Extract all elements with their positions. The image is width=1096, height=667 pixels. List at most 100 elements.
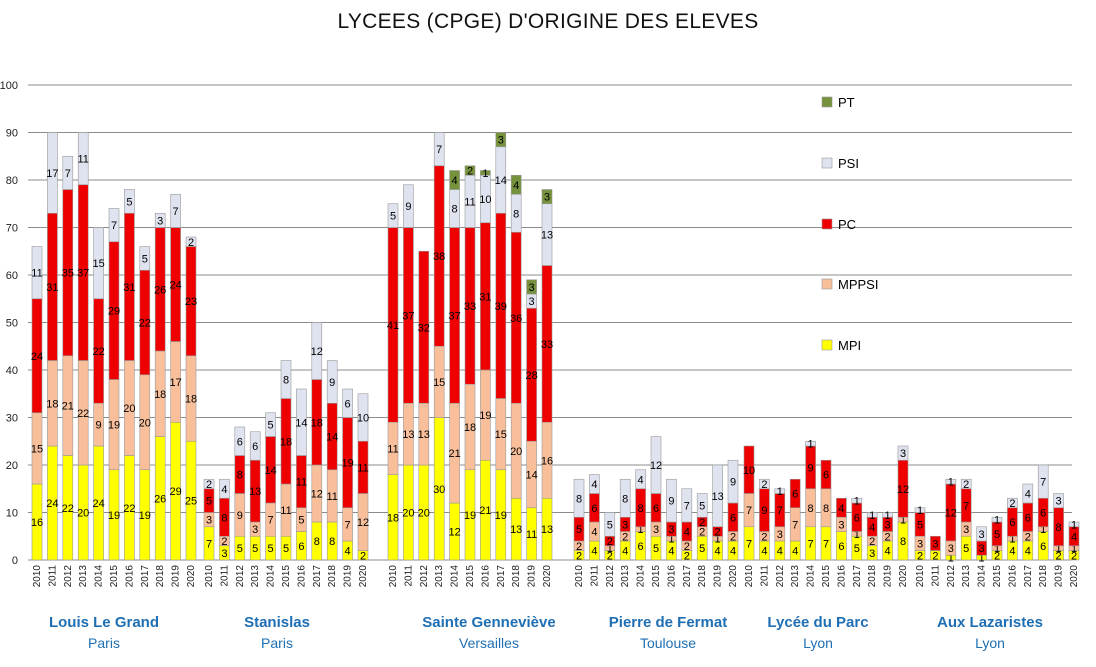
bar-segment-pt	[526, 279, 537, 295]
data-label: 3	[529, 296, 535, 308]
data-label: 6	[298, 541, 304, 553]
data-label: 7	[65, 168, 71, 180]
data-label: 31	[46, 282, 58, 294]
data-label: 12	[650, 460, 662, 472]
data-label: 5	[699, 500, 705, 512]
data-label: 22	[139, 318, 151, 330]
data-label: 4	[591, 527, 597, 539]
data-label: 21	[448, 448, 460, 460]
group-label: Louis Le Grand Paris	[19, 614, 189, 651]
x-tick-label: 2012	[235, 565, 246, 588]
x-tick-label: 2020	[1069, 565, 1080, 588]
x-tick-label: 2019	[713, 565, 724, 588]
x-tick-label: 2014	[266, 565, 277, 588]
bar-segment-pt	[480, 170, 491, 176]
data-label: 5	[854, 543, 860, 555]
x-tick-label: 2012	[419, 565, 430, 588]
legend-swatch-pc	[821, 218, 833, 230]
y-tick-label: 100	[0, 80, 18, 92]
school-name: Lycée du Parc	[767, 614, 869, 631]
bar-segment-psi	[1037, 464, 1049, 499]
data-label: 24	[92, 498, 104, 510]
x-tick-label: 2013	[961, 565, 972, 588]
data-label: 2	[622, 531, 628, 543]
data-label: 2	[1009, 498, 1015, 510]
group-label: Sainte Genneviève Versailles	[404, 614, 574, 651]
data-label: 15	[31, 443, 43, 455]
data-label: 3	[544, 192, 550, 204]
bar-segment-psi	[265, 412, 276, 437]
data-label: 1	[994, 543, 1000, 555]
x-tick-label: 2016	[480, 565, 491, 588]
data-label: 18	[464, 422, 476, 434]
data-label: 7	[746, 538, 752, 550]
data-label: 4	[622, 546, 628, 558]
school-city: Lyon	[975, 635, 1005, 651]
data-label: 18	[311, 417, 323, 429]
data-label: 8	[221, 512, 227, 524]
data-label: 13	[541, 230, 553, 242]
data-label: 11	[464, 196, 475, 208]
bar-segment-psi	[342, 388, 353, 418]
bar-segment-psi	[203, 478, 215, 490]
x-tick-label: 2016	[1007, 565, 1018, 588]
bar-segment-psi	[589, 474, 600, 494]
data-label: 18	[46, 398, 58, 410]
data-label: 2	[1056, 550, 1062, 562]
legend-label-pc: PC	[838, 217, 856, 232]
legend-label-mpi: MPI	[838, 338, 861, 353]
x-tick-label: 2014	[94, 565, 105, 588]
data-label: 5	[963, 543, 969, 555]
data-label: 1	[808, 439, 814, 451]
data-label: 1	[917, 505, 923, 517]
data-label: 20	[123, 403, 135, 415]
data-label: 1	[1071, 519, 1077, 531]
data-label: 2	[963, 479, 969, 491]
data-label: 7	[792, 519, 798, 531]
bar-segment-psi	[124, 189, 135, 214]
data-label: 5	[126, 196, 132, 208]
data-label: 22	[92, 346, 104, 358]
data-label: 7	[173, 206, 179, 218]
x-tick-label: 2018	[511, 565, 522, 588]
data-label: 5	[298, 515, 304, 527]
x-tick-label: 2016	[124, 565, 135, 588]
data-label: 1	[607, 543, 613, 555]
bar-segment-psi	[31, 246, 43, 300]
data-label: 3	[221, 548, 227, 560]
group-label: Lycée du Parc Lyon	[733, 614, 903, 651]
data-label: 4	[668, 546, 674, 558]
data-label: 2	[1025, 531, 1031, 543]
data-label: 3	[252, 524, 258, 536]
data-label: 7	[684, 500, 690, 512]
data-label: 37	[402, 310, 414, 322]
data-label: 2	[221, 536, 227, 548]
school-name: Stanislas	[244, 614, 310, 631]
data-label: 11	[357, 462, 368, 474]
bar-segment-pc	[789, 478, 801, 509]
bar-segment-psi	[1068, 521, 1080, 528]
data-label: 20	[139, 417, 151, 429]
x-tick-label: 2019	[883, 565, 894, 588]
data-label: 26	[154, 284, 166, 296]
data-label: 7	[777, 505, 783, 517]
x-tick-label: 2011	[403, 565, 414, 587]
bar-segment-psi	[681, 488, 693, 523]
bar-segment-psi	[93, 227, 104, 300]
bar-segment-psi	[139, 246, 151, 271]
bar-segment-pc	[930, 535, 941, 551]
bar-segment-pt	[464, 165, 476, 176]
data-label: 2	[188, 237, 194, 249]
bar-segment-psi	[280, 360, 292, 399]
data-label: 1	[1040, 524, 1046, 536]
data-label: 6	[345, 398, 351, 410]
data-label: 37	[448, 310, 460, 322]
x-tick-label: 2019	[527, 565, 538, 588]
data-label: 11	[387, 443, 398, 455]
data-label: 13	[541, 524, 553, 536]
data-label: 20	[510, 446, 522, 458]
data-label: 11	[526, 529, 537, 541]
data-label: 3	[917, 538, 923, 550]
bar-segment-psi	[712, 464, 723, 528]
